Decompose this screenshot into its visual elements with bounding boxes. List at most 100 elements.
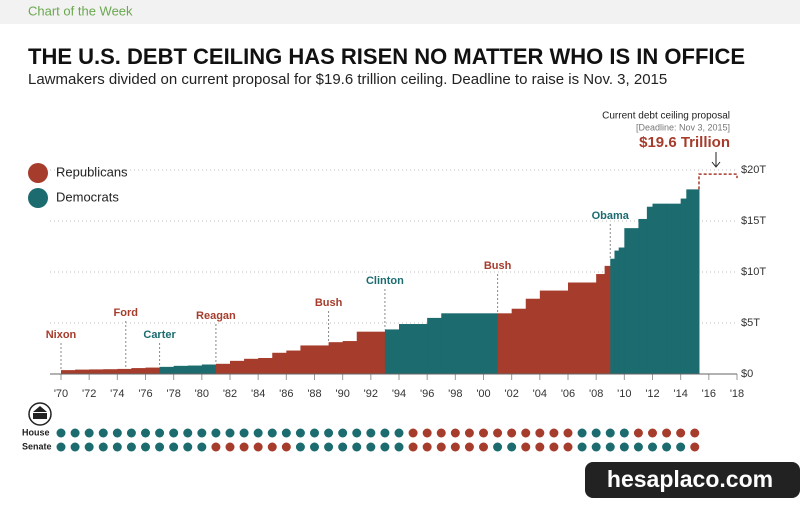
president-label: Nixon <box>46 329 77 341</box>
step-bar <box>145 367 161 374</box>
control-dot <box>521 428 531 438</box>
control-dot <box>84 428 94 438</box>
control-dot <box>676 428 686 438</box>
proposal-note: [Deadline: Nov 3, 2015] <box>636 122 730 132</box>
control-dot <box>56 428 66 438</box>
control-dot <box>56 442 66 452</box>
control-dot <box>225 442 235 452</box>
step-bar <box>131 368 146 374</box>
control-dot <box>267 442 277 452</box>
step-bar <box>244 358 259 374</box>
control-dot <box>422 442 432 452</box>
proposal-title: Current debt ceiling proposal <box>602 111 730 122</box>
control-dot <box>450 442 460 452</box>
y-tick-label: $5T <box>741 317 760 329</box>
control-dot <box>535 428 545 438</box>
step-bar <box>427 317 442 374</box>
control-dot <box>507 428 517 438</box>
step-bar <box>159 366 175 374</box>
step-bar <box>173 365 189 374</box>
step-bar <box>215 363 231 374</box>
step-bar <box>596 274 606 374</box>
x-tick-label: '74 <box>110 388 124 400</box>
step-bar <box>300 345 330 374</box>
control-dot <box>380 442 390 452</box>
control-dot <box>239 442 249 452</box>
control-dot <box>619 442 629 452</box>
step-bar <box>525 298 541 374</box>
president-label: Obama <box>592 210 630 222</box>
control-dot <box>366 442 376 452</box>
control-dot <box>70 428 80 438</box>
x-tick-label: '90 <box>335 388 349 400</box>
control-dot <box>281 428 291 438</box>
step-bar <box>652 203 668 374</box>
y-tick-label: $15T <box>741 215 766 227</box>
control-dot <box>126 442 136 452</box>
control-dot <box>577 442 587 452</box>
control-dot <box>633 442 643 452</box>
y-tick-label: $10T <box>741 266 766 278</box>
control-dot <box>183 442 193 452</box>
control-dot <box>253 442 263 452</box>
header: Chart of the Week <box>28 3 133 18</box>
control-dot <box>450 428 460 438</box>
control-dot <box>338 442 348 452</box>
control-dot <box>310 442 319 452</box>
control-dot <box>394 442 404 452</box>
x-tick-label: '70 <box>54 388 68 400</box>
step-bar <box>638 218 648 374</box>
y-tick-label: $20T <box>741 164 766 176</box>
control-dot <box>408 428 418 438</box>
step-bar <box>568 282 583 374</box>
step-bar <box>582 282 597 374</box>
step-bar <box>201 364 217 374</box>
x-tick-label: '94 <box>392 388 406 400</box>
control-dot <box>662 428 672 438</box>
step-bar <box>686 189 700 374</box>
x-tick-label: '88 <box>307 388 321 400</box>
control-dot <box>169 442 179 452</box>
step-bar <box>272 352 287 374</box>
control-dot <box>310 428 319 438</box>
control-dot <box>211 428 221 438</box>
president-label: Bush <box>315 297 343 309</box>
control-dot <box>436 442 446 452</box>
control-dot <box>380 428 390 438</box>
control-dot <box>690 428 700 438</box>
control-dot <box>84 442 94 452</box>
proposal-label: $19.6 Trillion <box>639 134 730 151</box>
control-dot <box>549 442 559 452</box>
control-dot <box>394 428 404 438</box>
president-label: Clinton <box>366 275 404 287</box>
control-dot <box>295 428 305 438</box>
control-dot <box>549 428 559 438</box>
control-dot <box>591 428 601 438</box>
control-dot <box>563 442 573 452</box>
control-label: House <box>22 427 50 437</box>
control-dot <box>648 428 657 438</box>
control-dot <box>690 442 700 452</box>
control-dot <box>141 442 150 452</box>
president-label: Ford <box>114 307 138 319</box>
step-bar <box>646 206 653 374</box>
step-bar <box>618 247 625 374</box>
x-tick-label: '04 <box>533 388 547 400</box>
step-bar <box>441 313 499 374</box>
step-bar <box>286 350 301 374</box>
control-dot <box>183 428 193 438</box>
step-bar <box>117 368 132 374</box>
control-dot <box>464 428 474 438</box>
control-dot <box>281 442 291 452</box>
control-dot <box>479 442 488 452</box>
step-bar <box>258 357 273 374</box>
control-dot <box>662 442 672 452</box>
step-bar <box>497 313 513 374</box>
control-dot <box>619 428 629 438</box>
step-bar <box>614 250 620 374</box>
control-dot <box>267 428 277 438</box>
control-dot <box>169 428 179 438</box>
watermark: hesaplaco.com <box>607 466 773 492</box>
control-dot <box>324 442 334 452</box>
watermark-box <box>585 462 800 498</box>
